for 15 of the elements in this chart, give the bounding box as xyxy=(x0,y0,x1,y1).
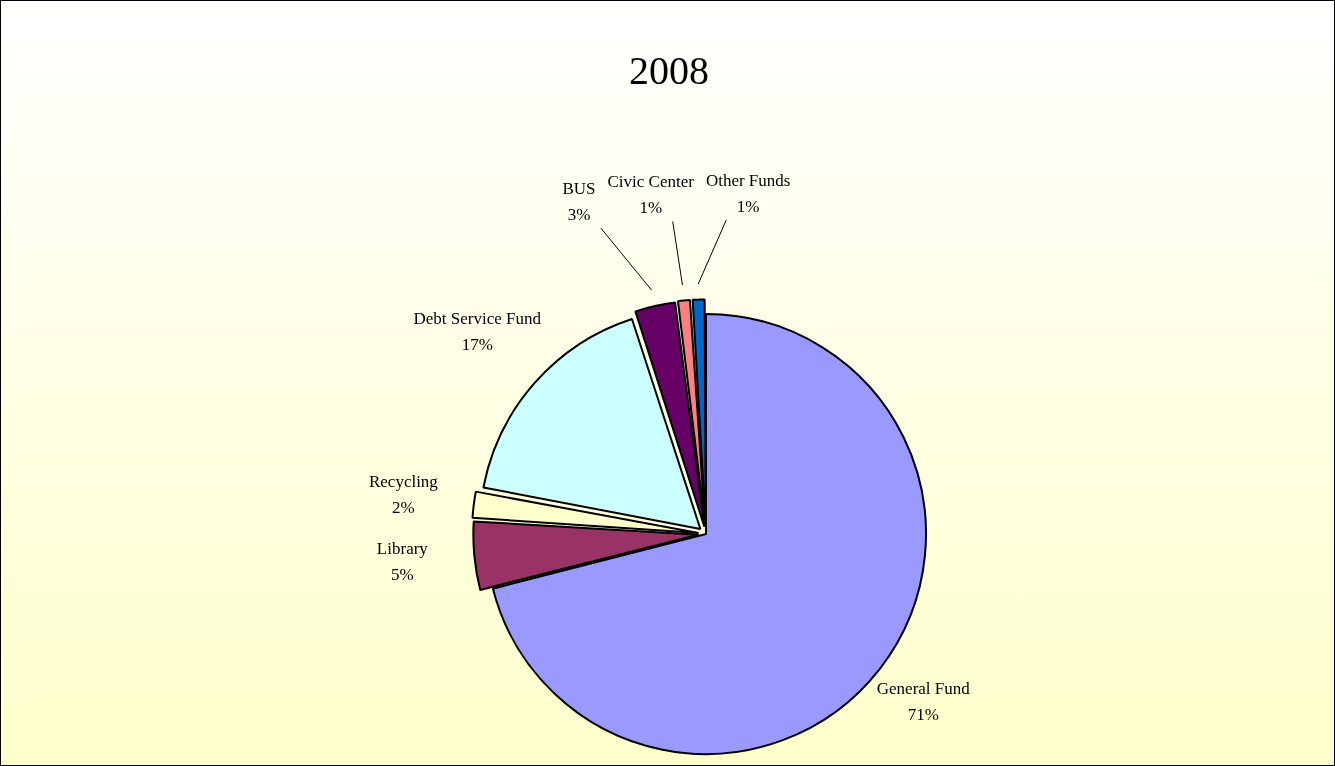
data-label: 1% xyxy=(736,196,760,216)
data-label: 5% xyxy=(391,565,414,585)
slice-label: Civic Center xyxy=(607,171,695,191)
slice-label: Other Funds xyxy=(705,170,791,190)
slice-label: Recycling xyxy=(368,472,439,492)
chart-title: 2008 xyxy=(629,47,709,93)
data-label: 3% xyxy=(567,204,591,224)
data-label: 17% xyxy=(461,334,493,354)
slice-label: BUS xyxy=(562,178,596,198)
data-label: 71% xyxy=(907,705,939,725)
slice-label: Library xyxy=(376,539,429,559)
data-label: 1% xyxy=(639,197,663,217)
slice-label: Debt Service Fund xyxy=(413,308,542,328)
slice-label: General Fund xyxy=(876,679,971,699)
data-label: 2% xyxy=(392,498,415,518)
